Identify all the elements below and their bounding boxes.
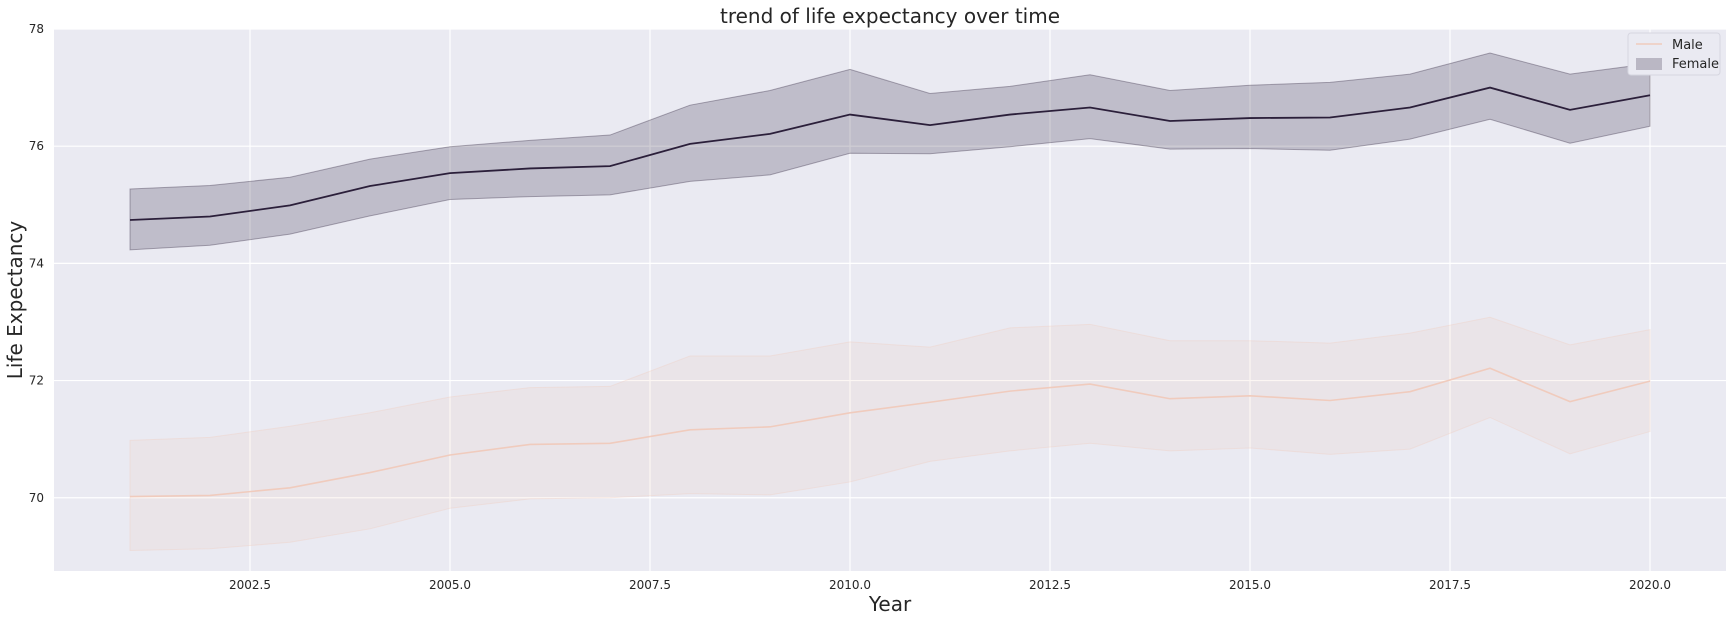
confidence-bands [129, 52, 1651, 552]
x-tick-label: 2002.5 [229, 578, 271, 592]
y-tick-label: 72 [29, 374, 44, 388]
x-axis-title: Year [868, 592, 912, 616]
chart-title: trend of life expectancy over time [720, 4, 1060, 28]
x-tick-labels: 2002.5 2005.0 2007.5 2010.0 2012.5 2015.0 2017… [229, 578, 1671, 592]
x-tick-label: 2012.5 [1029, 578, 1071, 592]
y-tick-labels: 70 72 74 76 78 [29, 22, 44, 505]
x-tick-label: 2015.0 [1229, 578, 1271, 592]
legend-swatch-female [1636, 58, 1662, 70]
y-axis-title: Life Expectancy [3, 221, 27, 380]
x-tick-label: 2017.5 [1429, 578, 1471, 592]
x-tick-label: 2005.0 [429, 578, 471, 592]
x-tick-label: 2007.5 [629, 578, 671, 592]
y-tick-label: 78 [29, 22, 44, 36]
legend-label-female: Female [1672, 57, 1719, 72]
y-tick-label: 70 [29, 491, 44, 505]
x-tick-label: 2010.0 [829, 578, 871, 592]
confidence-band-male [129, 316, 1651, 552]
y-tick-label: 74 [29, 256, 44, 270]
series-line-male [129, 367, 1651, 498]
series-lines [129, 86, 1651, 498]
confidence-band-female [129, 52, 1651, 251]
legend-label-male: Male [1672, 38, 1703, 53]
series-line-female [129, 86, 1651, 221]
legend: Male Female [1627, 32, 1721, 76]
x-tick-label: 2020.0 [1629, 578, 1671, 592]
y-tick-label: 76 [29, 139, 44, 153]
x-gridlines [249, 29, 1651, 571]
